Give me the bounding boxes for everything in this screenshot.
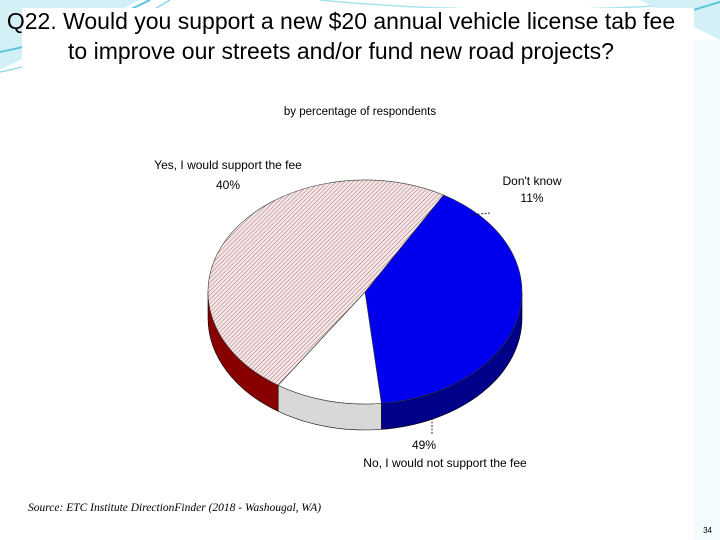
pie-labels: Yes, I would support the fee 40% Don't kno… [154,158,562,470]
pie-tops [207,179,523,405]
slice-label-no: No, I would not support the fee [363,456,527,470]
pie-slice-yes [364,194,523,404]
data-label-dont-know: 11% [520,191,543,205]
pie-leaders [431,212,491,434]
source-note: Source: ETC Institute DirectionFinder (2… [28,502,322,514]
data-label-no: 49% [412,438,436,452]
pie-slice-dont-know [277,291,382,405]
slice-label-yes: Yes, I would support the fee [154,158,302,172]
pie-sides [207,291,523,431]
page-number: 34 [703,526,712,535]
chart-subtitle: by percentage of respondents [283,106,437,118]
slice-label-dont-know: Don't know [503,174,562,188]
pie-slice-no [207,179,444,386]
data-label-yes: 40% [216,178,240,192]
slide-title: Q22. Would you support a new $20 annual … [6,8,676,64]
